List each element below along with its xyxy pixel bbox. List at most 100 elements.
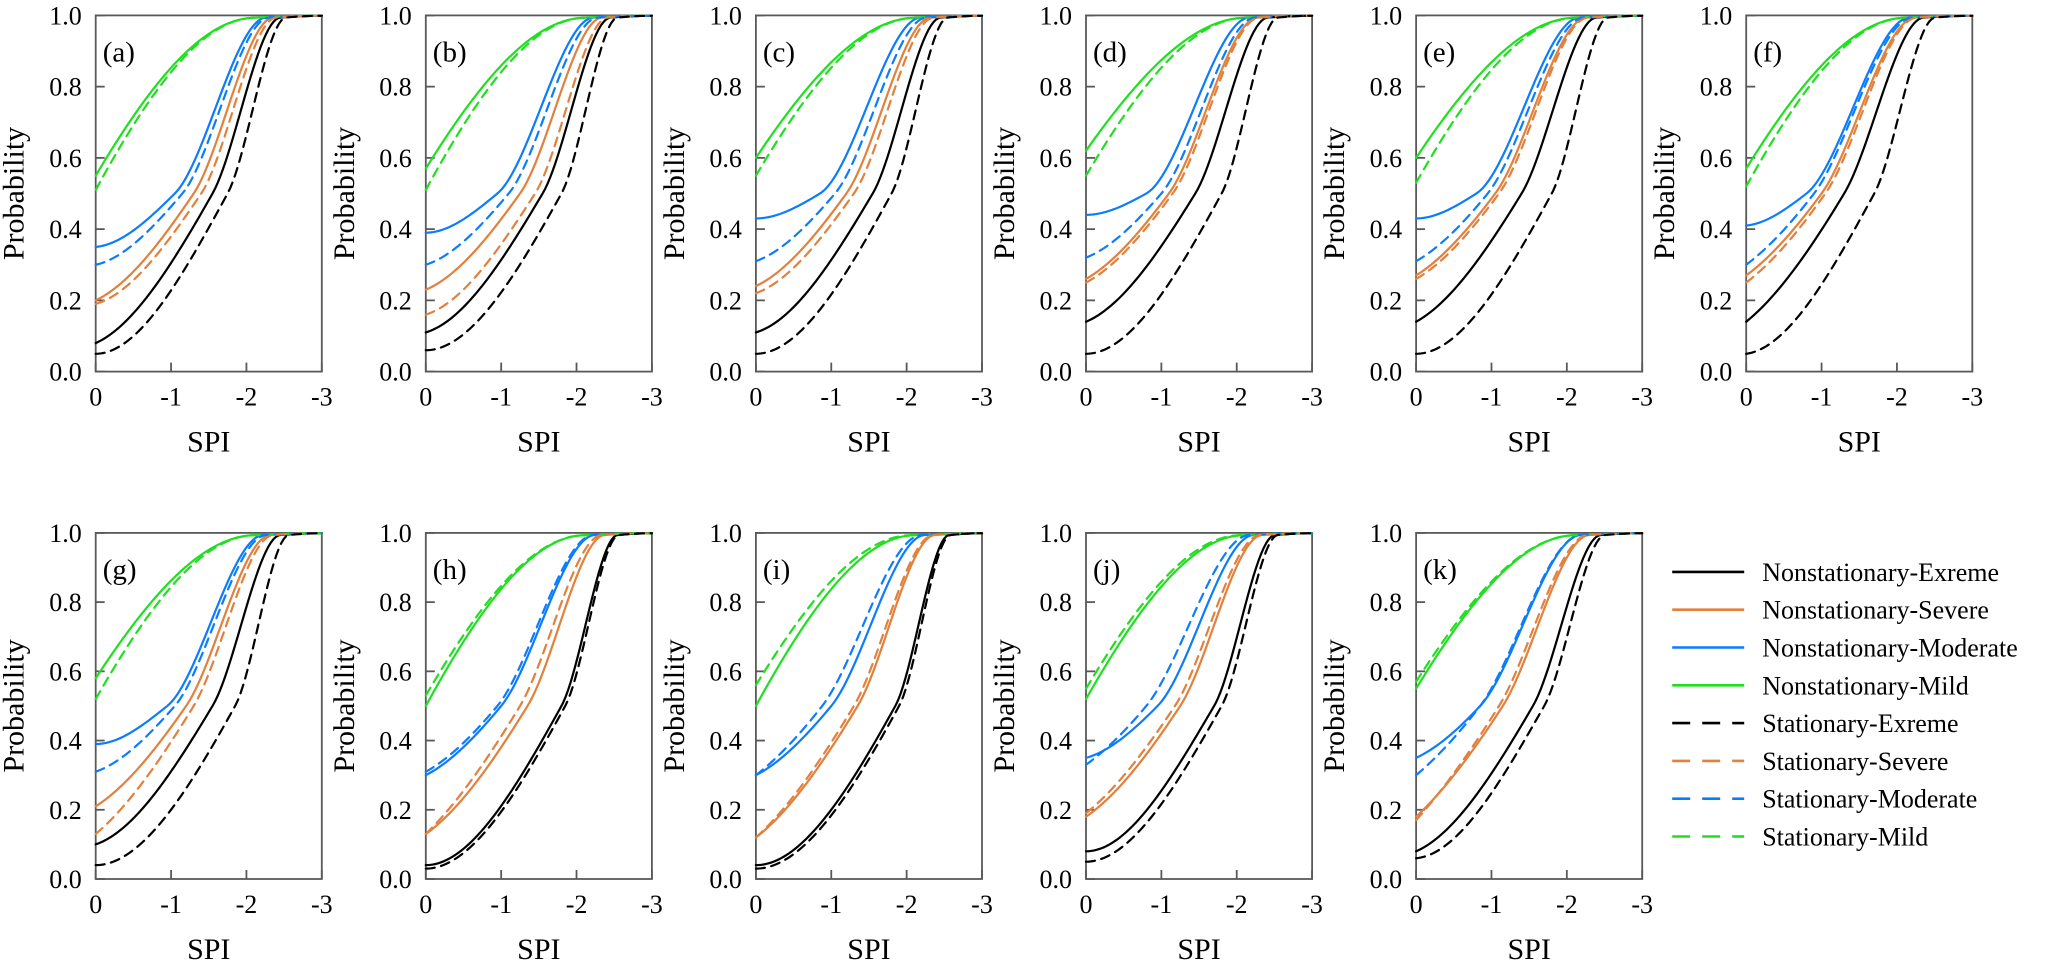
svg-text:Stationary-Severe: Stationary-Severe xyxy=(1762,747,1948,776)
svg-text:0.0: 0.0 xyxy=(379,358,412,387)
svg-text:SPI: SPI xyxy=(847,426,890,459)
svg-text:0.4: 0.4 xyxy=(379,727,412,756)
svg-text:0.8: 0.8 xyxy=(1370,73,1403,102)
svg-text:0.2: 0.2 xyxy=(1700,286,1733,315)
svg-text:Probability: Probability xyxy=(0,127,31,260)
svg-text:-3: -3 xyxy=(1301,383,1323,412)
svg-text:Probability: Probability xyxy=(1648,127,1681,260)
svg-text:-2: -2 xyxy=(236,890,258,919)
svg-text:-2: -2 xyxy=(1226,890,1248,919)
svg-text:0: 0 xyxy=(1740,383,1753,412)
svg-text:0: 0 xyxy=(749,383,762,412)
svg-text:-2: -2 xyxy=(1556,383,1578,412)
svg-text:0.0: 0.0 xyxy=(49,865,82,894)
svg-text:-1: -1 xyxy=(490,890,512,919)
svg-text:0.6: 0.6 xyxy=(1370,144,1403,173)
svg-text:0.6: 0.6 xyxy=(1370,657,1403,686)
svg-text:SPI: SPI xyxy=(847,933,890,966)
svg-text:0.4: 0.4 xyxy=(709,215,742,244)
svg-text:-3: -3 xyxy=(311,890,333,919)
svg-text:(e): (e) xyxy=(1423,36,1455,68)
svg-text:0.8: 0.8 xyxy=(709,588,742,617)
svg-text:1.0: 1.0 xyxy=(379,1,412,30)
svg-text:0.2: 0.2 xyxy=(379,286,412,315)
svg-text:(h): (h) xyxy=(433,554,467,586)
svg-text:SPI: SPI xyxy=(517,933,560,966)
svg-text:Probability: Probability xyxy=(1318,639,1351,772)
svg-text:Probability: Probability xyxy=(658,127,691,260)
svg-text:0.4: 0.4 xyxy=(709,727,742,756)
svg-text:Probability: Probability xyxy=(988,127,1021,260)
svg-text:-2: -2 xyxy=(1556,890,1578,919)
svg-text:-1: -1 xyxy=(1151,890,1173,919)
svg-text:0: 0 xyxy=(749,890,762,919)
svg-text:0.0: 0.0 xyxy=(1040,865,1073,894)
svg-text:0.2: 0.2 xyxy=(709,796,742,825)
svg-text:0.4: 0.4 xyxy=(49,215,82,244)
svg-text:-3: -3 xyxy=(641,383,663,412)
svg-text:1.0: 1.0 xyxy=(709,519,742,548)
svg-text:0.6: 0.6 xyxy=(1040,657,1073,686)
svg-text:1.0: 1.0 xyxy=(1370,1,1403,30)
svg-text:Nonstationary-Mild: Nonstationary-Mild xyxy=(1762,671,1969,700)
svg-text:0: 0 xyxy=(89,890,102,919)
svg-text:0.4: 0.4 xyxy=(1040,727,1073,756)
svg-text:-3: -3 xyxy=(1631,383,1653,412)
svg-text:0.4: 0.4 xyxy=(49,727,82,756)
svg-text:0.4: 0.4 xyxy=(1040,215,1073,244)
svg-text:Probability: Probability xyxy=(658,639,691,772)
svg-text:0.6: 0.6 xyxy=(379,144,412,173)
svg-text:Stationary-Mild: Stationary-Mild xyxy=(1762,823,1928,852)
svg-text:-1: -1 xyxy=(490,383,512,412)
svg-text:0.4: 0.4 xyxy=(379,215,412,244)
svg-text:0: 0 xyxy=(419,890,432,919)
svg-text:-2: -2 xyxy=(1886,383,1908,412)
svg-text:0: 0 xyxy=(419,383,432,412)
svg-text:Stationary-Exreme: Stationary-Exreme xyxy=(1762,709,1958,738)
svg-text:(g): (g) xyxy=(103,554,137,586)
svg-text:Probability: Probability xyxy=(328,639,361,772)
svg-text:1.0: 1.0 xyxy=(1040,519,1073,548)
svg-text:1.0: 1.0 xyxy=(379,519,412,548)
svg-text:-3: -3 xyxy=(971,383,993,412)
svg-text:0.8: 0.8 xyxy=(379,73,412,102)
svg-text:-2: -2 xyxy=(896,890,918,919)
svg-text:-1: -1 xyxy=(820,890,842,919)
svg-text:0.8: 0.8 xyxy=(1040,73,1073,102)
svg-text:SPI: SPI xyxy=(1177,933,1220,966)
svg-text:-3: -3 xyxy=(311,383,333,412)
svg-text:0.6: 0.6 xyxy=(49,144,82,173)
svg-text:0.6: 0.6 xyxy=(1700,144,1733,173)
svg-text:-2: -2 xyxy=(236,383,258,412)
svg-text:(d): (d) xyxy=(1093,36,1127,68)
svg-text:0.4: 0.4 xyxy=(1370,215,1403,244)
svg-text:-1: -1 xyxy=(1811,383,1833,412)
svg-text:-3: -3 xyxy=(1631,890,1653,919)
svg-text:1.0: 1.0 xyxy=(49,1,82,30)
svg-text:0.0: 0.0 xyxy=(1700,358,1733,387)
svg-text:0.8: 0.8 xyxy=(379,588,412,617)
svg-text:0.4: 0.4 xyxy=(1370,727,1403,756)
svg-text:0.2: 0.2 xyxy=(379,796,412,825)
svg-text:0.6: 0.6 xyxy=(379,657,412,686)
svg-text:0: 0 xyxy=(1080,383,1093,412)
svg-text:Probability: Probability xyxy=(328,127,361,260)
svg-text:1.0: 1.0 xyxy=(1040,1,1073,30)
svg-text:0.6: 0.6 xyxy=(709,657,742,686)
svg-text:(b): (b) xyxy=(433,36,467,68)
svg-text:0: 0 xyxy=(1080,890,1093,919)
svg-text:0.6: 0.6 xyxy=(49,657,82,686)
svg-text:0.2: 0.2 xyxy=(709,286,742,315)
svg-text:0.0: 0.0 xyxy=(709,865,742,894)
svg-text:(c): (c) xyxy=(763,36,795,68)
svg-text:0.2: 0.2 xyxy=(49,286,82,315)
svg-text:0.0: 0.0 xyxy=(1040,358,1073,387)
svg-text:(i): (i) xyxy=(763,554,790,586)
svg-text:0.6: 0.6 xyxy=(1040,144,1073,173)
svg-text:-2: -2 xyxy=(566,383,588,412)
svg-text:Nonstationary-Severe: Nonstationary-Severe xyxy=(1762,596,1989,625)
svg-text:0.8: 0.8 xyxy=(709,73,742,102)
svg-text:0.0: 0.0 xyxy=(49,358,82,387)
svg-text:0.6: 0.6 xyxy=(709,144,742,173)
svg-text:SPI: SPI xyxy=(1838,426,1881,459)
